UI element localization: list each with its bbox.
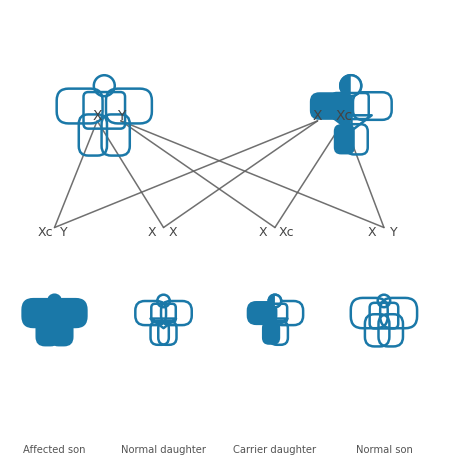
Text: X: X	[92, 109, 102, 123]
FancyBboxPatch shape	[49, 314, 73, 346]
Polygon shape	[337, 97, 351, 115]
FancyBboxPatch shape	[51, 298, 88, 328]
Circle shape	[269, 295, 281, 307]
Text: Carrier daughter: Carrier daughter	[233, 445, 317, 455]
Text: X: X	[259, 226, 267, 239]
Wedge shape	[275, 295, 281, 307]
Text: X: X	[147, 226, 156, 239]
Text: X: X	[169, 226, 177, 239]
Text: X: X	[368, 226, 376, 239]
Text: Y: Y	[390, 226, 397, 239]
Polygon shape	[266, 308, 275, 319]
FancyBboxPatch shape	[310, 92, 348, 120]
Polygon shape	[330, 115, 351, 131]
Text: Affected son: Affected son	[23, 445, 86, 455]
FancyBboxPatch shape	[262, 321, 280, 345]
Wedge shape	[351, 75, 361, 96]
Text: Normal son: Normal son	[356, 445, 412, 455]
Polygon shape	[263, 319, 275, 328]
FancyBboxPatch shape	[246, 301, 277, 325]
Circle shape	[340, 75, 361, 96]
Text: Xc: Xc	[37, 226, 53, 239]
Circle shape	[48, 295, 61, 307]
Text: Y: Y	[60, 226, 68, 239]
Text: Xc: Xc	[279, 226, 294, 239]
Text: Y: Y	[117, 109, 125, 123]
FancyBboxPatch shape	[40, 303, 69, 328]
Text: Xc: Xc	[335, 109, 352, 123]
FancyBboxPatch shape	[21, 298, 58, 328]
FancyBboxPatch shape	[36, 314, 60, 346]
Text: X: X	[313, 109, 322, 123]
Text: Normal daughter: Normal daughter	[121, 445, 206, 455]
FancyBboxPatch shape	[334, 124, 355, 155]
